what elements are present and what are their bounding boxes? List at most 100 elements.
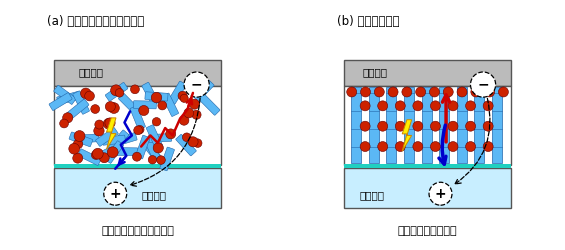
- Circle shape: [99, 153, 109, 163]
- Circle shape: [471, 72, 496, 97]
- Circle shape: [131, 85, 140, 94]
- FancyBboxPatch shape: [49, 93, 72, 110]
- Circle shape: [448, 142, 458, 152]
- Circle shape: [466, 121, 476, 131]
- Circle shape: [431, 121, 441, 131]
- Circle shape: [431, 142, 441, 152]
- Circle shape: [93, 148, 103, 159]
- Bar: [439, 87, 449, 163]
- Bar: [54, 86, 221, 165]
- Circle shape: [80, 88, 91, 99]
- FancyBboxPatch shape: [133, 101, 157, 109]
- Circle shape: [94, 126, 104, 136]
- Bar: [386, 87, 397, 163]
- Circle shape: [104, 182, 127, 205]
- Bar: [492, 87, 502, 163]
- Circle shape: [413, 121, 423, 131]
- Circle shape: [360, 101, 370, 111]
- Circle shape: [413, 142, 423, 152]
- Circle shape: [148, 156, 157, 164]
- Bar: [351, 87, 362, 163]
- Bar: [54, 164, 221, 168]
- Circle shape: [466, 142, 476, 152]
- Circle shape: [402, 87, 412, 97]
- Circle shape: [184, 72, 209, 97]
- Circle shape: [360, 121, 370, 131]
- FancyBboxPatch shape: [136, 135, 150, 159]
- Bar: [475, 87, 484, 163]
- Polygon shape: [107, 118, 116, 149]
- FancyBboxPatch shape: [73, 91, 89, 114]
- Circle shape: [378, 101, 388, 111]
- Circle shape: [182, 133, 191, 142]
- Circle shape: [416, 87, 425, 97]
- Circle shape: [74, 130, 85, 141]
- Circle shape: [193, 139, 202, 147]
- FancyBboxPatch shape: [142, 82, 159, 106]
- Circle shape: [448, 101, 458, 111]
- Circle shape: [483, 121, 493, 131]
- Circle shape: [158, 101, 167, 110]
- Polygon shape: [402, 120, 412, 151]
- Circle shape: [396, 142, 405, 152]
- FancyBboxPatch shape: [78, 149, 101, 166]
- FancyBboxPatch shape: [168, 81, 186, 104]
- Bar: [54, 168, 221, 207]
- Circle shape: [388, 87, 398, 97]
- FancyBboxPatch shape: [149, 134, 172, 142]
- FancyBboxPatch shape: [76, 134, 99, 143]
- Circle shape: [378, 142, 388, 152]
- Text: −: −: [477, 78, 489, 92]
- Circle shape: [429, 87, 440, 97]
- FancyBboxPatch shape: [141, 138, 160, 160]
- Circle shape: [378, 121, 388, 131]
- Circle shape: [360, 142, 370, 152]
- Circle shape: [134, 126, 142, 135]
- Circle shape: [483, 101, 493, 111]
- Bar: [54, 60, 221, 86]
- Circle shape: [92, 150, 101, 159]
- FancyBboxPatch shape: [193, 80, 214, 102]
- FancyBboxPatch shape: [160, 147, 175, 171]
- Circle shape: [136, 126, 144, 134]
- Circle shape: [457, 87, 467, 97]
- Bar: [421, 87, 432, 163]
- Circle shape: [413, 101, 423, 111]
- FancyBboxPatch shape: [56, 91, 80, 104]
- FancyBboxPatch shape: [105, 141, 124, 163]
- Circle shape: [483, 142, 493, 152]
- Text: −: −: [191, 78, 202, 92]
- FancyBboxPatch shape: [199, 94, 220, 115]
- Circle shape: [111, 85, 121, 96]
- FancyBboxPatch shape: [145, 92, 168, 101]
- Bar: [369, 87, 379, 163]
- FancyBboxPatch shape: [108, 130, 129, 152]
- Circle shape: [431, 101, 441, 111]
- Circle shape: [374, 87, 384, 97]
- FancyBboxPatch shape: [69, 132, 93, 147]
- Circle shape: [466, 101, 476, 111]
- FancyBboxPatch shape: [115, 148, 138, 156]
- Text: スムーズでない電荷移動: スムーズでない電荷移動: [101, 226, 174, 236]
- Circle shape: [91, 104, 99, 114]
- Circle shape: [498, 87, 508, 97]
- Circle shape: [69, 143, 80, 154]
- Circle shape: [95, 120, 104, 129]
- Circle shape: [85, 91, 94, 101]
- Circle shape: [471, 87, 481, 97]
- Bar: [404, 87, 414, 163]
- Circle shape: [73, 139, 83, 149]
- Text: (a) ランダムに混ざった構造: (a) ランダムに混ざった構造: [47, 15, 144, 28]
- Circle shape: [179, 116, 189, 125]
- FancyBboxPatch shape: [95, 128, 118, 146]
- Circle shape: [105, 118, 115, 128]
- Bar: [344, 60, 511, 86]
- Bar: [457, 87, 467, 163]
- Text: スムーズな電荷移動: スムーズな電荷移動: [398, 226, 458, 236]
- Circle shape: [103, 118, 114, 129]
- FancyBboxPatch shape: [130, 106, 145, 130]
- FancyBboxPatch shape: [162, 93, 179, 116]
- FancyBboxPatch shape: [102, 135, 125, 145]
- Bar: [344, 86, 511, 165]
- Text: 上部電極: 上部電極: [78, 68, 103, 78]
